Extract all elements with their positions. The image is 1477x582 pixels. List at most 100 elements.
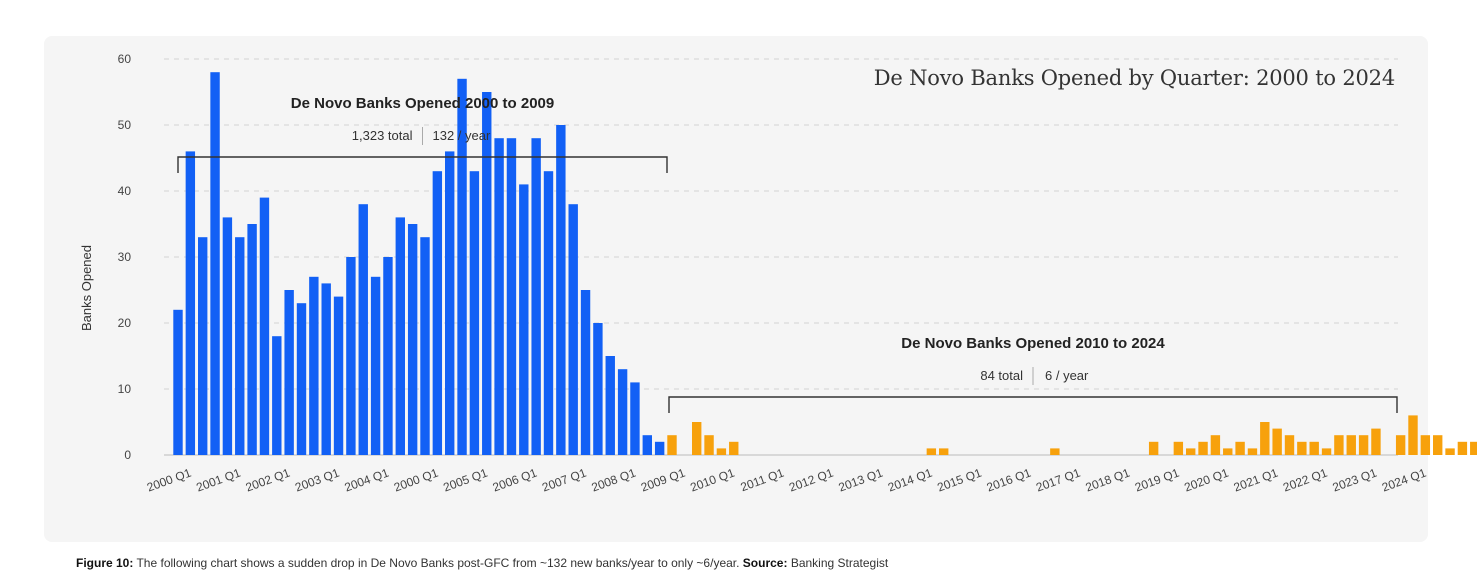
bar: [210, 72, 220, 455]
bracket-2010-2024: [668, 396, 1398, 413]
bar: [939, 448, 949, 455]
caption-text: The following chart shows a sudden drop …: [133, 556, 743, 570]
bar: [1235, 441, 1245, 455]
x-tick-label: 2013 Q1: [837, 466, 885, 495]
bar: [1272, 428, 1282, 455]
bar: [185, 151, 196, 455]
bar: [1420, 435, 1431, 455]
bar: [247, 224, 257, 455]
bracket-2000-2009: [177, 156, 668, 173]
figure-caption: Figure 10: The following chart shows a s…: [76, 556, 888, 570]
x-tick-label: 2017 Q1: [1034, 466, 1082, 495]
bar: [272, 336, 282, 455]
chart-panel: [44, 36, 1428, 542]
bar: [1186, 448, 1196, 455]
x-tick-label: 2008 Q1: [590, 466, 638, 495]
bar: [1457, 441, 1468, 455]
y-axis-label: Banks Opened: [79, 245, 94, 331]
bar: [358, 204, 368, 455]
x-tick-label: 2018 Q1: [1084, 466, 1132, 495]
bar: [1260, 422, 1270, 455]
caption-source: Banking Strategist: [787, 556, 889, 570]
bar: [1309, 441, 1319, 455]
x-tick-label: 2003 Q1: [293, 466, 341, 495]
bar: [1321, 448, 1332, 455]
bar: [506, 138, 517, 455]
x-tick-label: 2006 Q1: [491, 466, 539, 495]
bar: [309, 276, 319, 455]
bar: [617, 369, 628, 455]
bar: [926, 448, 937, 455]
bar: [1284, 435, 1295, 455]
bar: [222, 217, 233, 455]
x-tick-label: 2019 Q1: [1133, 466, 1181, 495]
y-tick-label: 0: [124, 448, 131, 462]
bar: [1433, 435, 1443, 455]
bar: [519, 184, 529, 455]
y-tick-label: 60: [118, 52, 132, 66]
bar: [704, 435, 714, 455]
x-tick-label: 2021 Q1: [1232, 466, 1280, 495]
bar: [198, 237, 208, 455]
bar: [1173, 441, 1184, 455]
bar: [469, 171, 480, 455]
x-tick-label: 2004 Q1: [343, 466, 391, 495]
x-tick-label: 2011 Q1: [739, 466, 787, 495]
x-tick-label: 2002 Q1: [244, 466, 292, 495]
bar: [482, 92, 492, 455]
bar: [235, 237, 245, 455]
bar: [593, 323, 603, 455]
bar: [259, 197, 270, 455]
bar: [445, 151, 455, 455]
bar: [605, 356, 615, 455]
annotation-title: De Novo Banks Opened 2000 to 2009: [291, 95, 554, 112]
bar: [432, 171, 443, 455]
bar: [630, 382, 640, 455]
bar: [1210, 435, 1221, 455]
chart-title: De Novo Banks Opened by Quarter: 2000 to…: [873, 66, 1395, 90]
x-tick-label: 2022 Q1: [1281, 466, 1329, 495]
bar: [716, 448, 727, 455]
bar: [407, 224, 418, 455]
x-tick-label: 2000 Q1: [392, 466, 440, 495]
bar: [1198, 441, 1208, 455]
x-tick-label: 2010 Q1: [688, 466, 736, 495]
annotation-rate: 6 / year: [1045, 368, 1089, 383]
y-tick-label: 20: [118, 316, 132, 330]
bar: [296, 303, 307, 455]
bar: [1297, 441, 1307, 455]
bar: [370, 276, 381, 455]
x-tick-label: 2020 Q1: [1182, 466, 1230, 495]
annotation-total: 1,323 total: [352, 128, 413, 143]
bar: [654, 441, 665, 455]
bar: [395, 217, 405, 455]
bar: [284, 290, 294, 455]
bar: [173, 309, 183, 455]
x-tick-label: 2016 Q1: [985, 466, 1033, 495]
x-tick-label: 2014 Q1: [886, 466, 934, 495]
bar: [543, 171, 554, 455]
annotation-title: De Novo Banks Opened 2010 to 2024: [901, 335, 1165, 352]
bar: [1148, 441, 1159, 455]
bar: [321, 283, 331, 455]
bar: [642, 435, 652, 455]
x-tick-label: 2009 Q1: [639, 466, 687, 495]
bar: [1408, 415, 1418, 455]
caption-label: Figure 10:: [76, 556, 134, 570]
bar: [457, 78, 467, 456]
y-tick-label: 10: [118, 382, 132, 396]
x-tick-label: 2024 Q1: [1380, 466, 1428, 495]
bar: [1346, 435, 1356, 455]
x-tick-label: 2015 Q1: [935, 466, 983, 495]
bar: [1470, 441, 1477, 455]
y-tick-label: 30: [118, 250, 132, 264]
bar: [383, 257, 393, 455]
bar: [494, 138, 504, 455]
bar: [667, 435, 677, 455]
y-tick-label: 40: [118, 184, 132, 198]
bar: [1395, 435, 1406, 455]
x-tick-label: 2001 Q1: [194, 466, 242, 495]
bar: [346, 257, 356, 455]
x-tick-label: 2005 Q1: [441, 466, 489, 495]
